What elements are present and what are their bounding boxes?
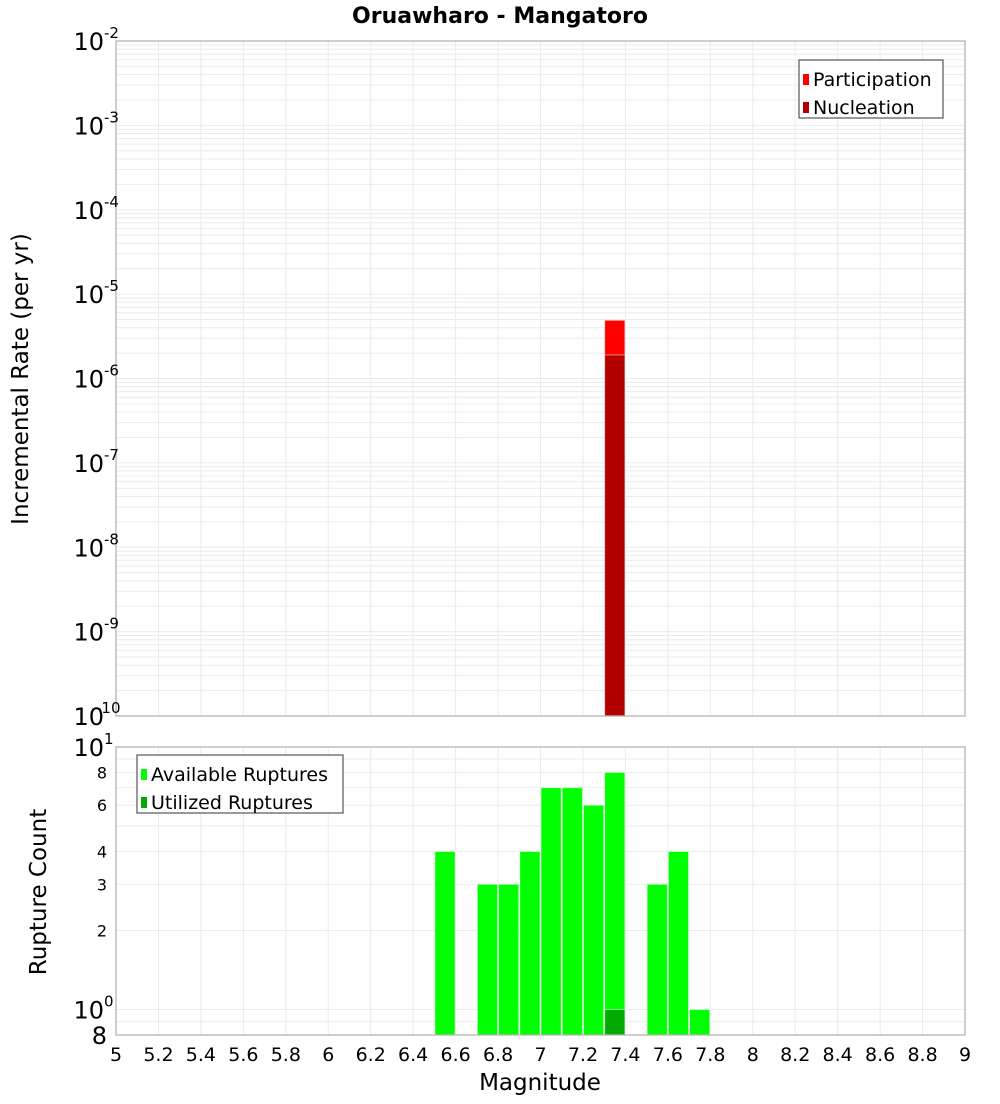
upper-y-axis-label: Incremental Rate (per yr): [8, 233, 34, 525]
x-tick-label: 6.4: [398, 1044, 428, 1066]
y-tick-exponent: -6: [104, 362, 119, 380]
x-tick-label: 6.6: [440, 1044, 470, 1066]
y-tick-exponent: -7: [104, 446, 119, 464]
y-tick-label: 4: [97, 842, 107, 861]
y-tick-exponent: -4: [104, 193, 119, 211]
y-tick-label: 8: [92, 1022, 107, 1050]
bar: [604, 771, 626, 1036]
x-tick-label: 5.8: [271, 1044, 301, 1066]
y-tick-label: 6: [97, 796, 107, 815]
bar: [476, 883, 499, 1036]
y-tick-label: 10: [73, 619, 104, 647]
y-tick-label: 2: [97, 922, 107, 941]
y-tick-label: 10: [73, 734, 104, 762]
legend-item-label: Available Ruptures: [151, 764, 328, 786]
x-tick-label: 6.8: [483, 1044, 513, 1066]
bar: [582, 804, 605, 1036]
y-tick-exponent: -2: [104, 24, 119, 42]
legend-swatch-icon: [141, 797, 147, 808]
bar: [667, 850, 690, 1036]
bar: [646, 883, 668, 1036]
upper-plot-rate: 10-210-310-410-510-610-710-810 -910-10Par…: [73, 24, 966, 731]
legend-swatch-icon: [803, 102, 809, 113]
plot-border: [115, 746, 966, 1036]
chart-title: Oruawharo - Mangatoro: [352, 4, 648, 29]
bar: [519, 850, 541, 1036]
y-tick-label: 10: [73, 197, 104, 225]
bar-series-nucleation: [604, 354, 626, 717]
legend-item-label: Participation: [813, 69, 932, 91]
x-tick-label: 5.4: [186, 1044, 216, 1066]
y-tick-label: 10: [73, 112, 104, 140]
y-tick-label: 8: [97, 763, 107, 782]
x-tick-label: 8: [747, 1044, 759, 1066]
bar-series-utilized-ruptures: [604, 1009, 626, 1036]
y-tick-exponent: -5: [104, 277, 119, 295]
x-tick-label: 5.6: [228, 1044, 258, 1066]
legend: Available Ruptures Utilized Ruptures: [136, 754, 344, 814]
plot-border: [115, 40, 966, 717]
y-tick-label: 3: [97, 875, 107, 894]
bar: [604, 354, 626, 717]
y-tick-label: 10: [73, 534, 104, 562]
x-tick-label: 8.4: [823, 1044, 853, 1066]
x-tick-label: 7.4: [610, 1044, 640, 1066]
y-tick-label: 10: [73, 281, 104, 309]
x-axis-label: Magnitude: [479, 1070, 601, 1096]
x-tick-label: 6.2: [356, 1044, 386, 1066]
x-tick-label: 7.6: [653, 1044, 683, 1066]
x-tick-labels: 5 5.2 5.4 5.6 5.8 6 6.2 6.4 6.6 6.8 7 7.2 7.4 7.6 7.8 8…: [110, 1044, 971, 1066]
x-tick-label: 6: [322, 1044, 334, 1066]
bar: [540, 787, 562, 1036]
x-tick-label: 8.6: [865, 1044, 895, 1066]
x-tick-label: 5: [110, 1044, 122, 1066]
bar: [604, 1009, 626, 1036]
x-tick-label: 9: [959, 1044, 971, 1066]
legend-item-label: Utilized Ruptures: [151, 792, 313, 814]
x-tick-label: 7: [534, 1044, 546, 1066]
x-tick-label: 7.2: [568, 1044, 598, 1066]
legend-swatch-icon: [141, 769, 147, 780]
y-tick-label: 10: [73, 28, 104, 56]
gridlines: [115, 41, 966, 717]
x-tick-label: 5.2: [143, 1044, 173, 1066]
y-tick-exponent: -8: [104, 530, 119, 548]
y-tick-exponent: -3: [104, 108, 119, 126]
bar: [498, 883, 520, 1036]
x-tick-label: 7.8: [695, 1044, 725, 1066]
bar: [434, 850, 456, 1036]
y-tick-exponent: 1: [104, 730, 114, 748]
y-tick-labels: 10-210-310-410-510-610-710-810 -910-10: [73, 24, 120, 731]
y-tick-label: 10: [73, 997, 104, 1025]
legend-swatch-icon: [803, 74, 809, 85]
legend-item-label: Nucleation: [813, 97, 915, 119]
bar: [561, 787, 583, 1036]
legend: Participation Nucleation: [798, 59, 944, 119]
bar: [689, 1009, 711, 1036]
lower-y-axis-label: Rupture Count: [26, 809, 52, 975]
x-tick-label: 8.8: [907, 1044, 937, 1066]
y-tick-exponent: -9: [104, 615, 119, 633]
y-tick-label: 10: [73, 450, 104, 478]
y-tick-exponent: -10: [96, 699, 121, 717]
y-tick-label: 10: [73, 366, 104, 394]
x-tick-label: 8.2: [780, 1044, 810, 1066]
y-tick-exponent: 0: [104, 993, 114, 1011]
y-tick-label: 10: [73, 703, 104, 731]
